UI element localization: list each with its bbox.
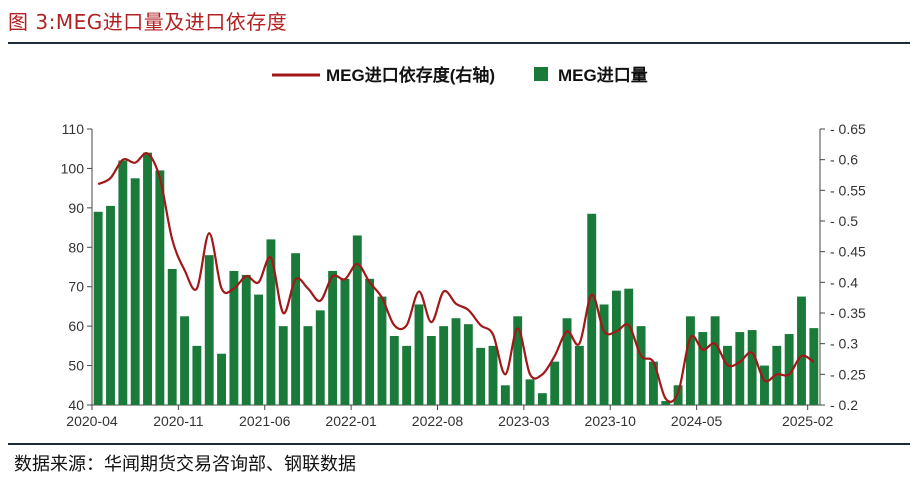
- bar: [611, 290, 621, 405]
- bar: [217, 353, 227, 405]
- bar: [155, 170, 165, 405]
- bar: [723, 345, 732, 405]
- bar: [710, 316, 720, 405]
- bar: [599, 304, 609, 405]
- bar: [698, 332, 708, 405]
- bar: [562, 318, 572, 405]
- left-axis-tick-label: 110: [62, 121, 85, 137]
- chart-legend: MEG进口依存度(右轴) MEG进口量: [272, 65, 648, 85]
- bar: [402, 345, 412, 405]
- x-axis-tick-label: 2025-02: [782, 413, 834, 429]
- right-axis-tick-label: - 0.5: [830, 213, 858, 229]
- bar: [143, 152, 152, 405]
- bar: [488, 345, 498, 405]
- bar: [254, 294, 264, 405]
- right-axis-tick-label: - 0.6: [830, 152, 858, 168]
- right-axis-tick-label: - 0.25: [830, 366, 866, 382]
- bar: [426, 336, 436, 405]
- bar: [93, 211, 103, 405]
- bar: [587, 213, 597, 405]
- left-axis-tick-label: 90: [68, 200, 84, 216]
- title-divider: [8, 42, 910, 44]
- bar: [784, 334, 794, 405]
- x-axis-tick-label: 2021-06: [239, 413, 291, 429]
- x-axis-tick-label: 2020-04: [66, 413, 118, 429]
- bar: [118, 160, 128, 405]
- dependency-ratio-line: [97, 152, 815, 403]
- left-axis-tick-label: 40: [68, 397, 84, 413]
- bar: [389, 336, 399, 405]
- left-axis-tick-label: 50: [68, 358, 84, 374]
- bar: [451, 318, 461, 405]
- bar: [513, 316, 523, 405]
- bar: [266, 239, 276, 405]
- chart: MEG进口依存度(右轴) MEG进口量 40 50 60 70 80 90 100 110 - …: [61, 65, 866, 429]
- bar: [365, 278, 375, 405]
- bar: [414, 304, 424, 405]
- right-axis-tick-label: - 0.4: [830, 274, 858, 290]
- bar: [229, 270, 239, 405]
- x-axis-tick-label: 2022-08: [412, 413, 464, 429]
- x-axis-tick-label: 2023-10: [585, 413, 637, 429]
- x-axis-tick-label: 2022-01: [325, 413, 377, 429]
- x-axis-tick-label: 2023-03: [498, 413, 550, 429]
- left-axis-tick-label: 80: [68, 239, 84, 255]
- left-axis-tick-label: 100: [61, 160, 85, 176]
- bar: [192, 345, 202, 405]
- bar: [328, 270, 338, 405]
- bar: [525, 379, 535, 405]
- bar: [130, 178, 140, 405]
- bar: [439, 326, 449, 405]
- bar: [315, 310, 325, 405]
- bar: [648, 361, 658, 405]
- bar: [180, 316, 189, 405]
- bar: [797, 296, 806, 405]
- right-axis-tick-label: - 0.65: [830, 121, 866, 137]
- right-axis-tick-label: - 0.45: [830, 244, 866, 260]
- bar: [377, 296, 387, 405]
- x-axis-tick-label: 2020-11: [153, 413, 204, 429]
- bar: [735, 332, 745, 405]
- bar: [747, 330, 757, 405]
- line-series: [97, 152, 815, 403]
- chart-axes: 40 50 60 70 80 90 100 110 - 0.2 - 0.25 - 0.3 - 0.35…: [61, 121, 866, 429]
- bar: [685, 316, 695, 405]
- bar: [106, 205, 115, 405]
- bar: [291, 253, 301, 405]
- right-axis-tick-label: - 0.55: [830, 182, 866, 198]
- x-axis-tick-label: 2024-05: [671, 413, 723, 429]
- data-source-note: 数据来源：华闻期货交易咨询部、钢联数据: [14, 454, 356, 475]
- bar: [760, 365, 769, 405]
- bar: [624, 288, 634, 405]
- bar: [352, 235, 362, 405]
- bar: [167, 268, 177, 405]
- bar: [204, 255, 214, 405]
- legend-line-label: MEG进口依存度(右轴): [326, 65, 495, 85]
- bar: [476, 347, 486, 405]
- bar: [550, 361, 560, 405]
- right-axis-tick-label: - 0.3: [830, 336, 858, 352]
- bar: [500, 385, 510, 405]
- right-axis-tick-label: - 0.35: [830, 305, 866, 321]
- bar: [574, 345, 584, 405]
- legend-bar-swatch: [534, 67, 548, 81]
- left-axis-tick-label: 60: [68, 318, 84, 334]
- bar: [278, 326, 288, 405]
- bar: [340, 278, 350, 405]
- bar: [463, 324, 473, 405]
- legend-bar-label: MEG进口量: [558, 65, 648, 85]
- bar: [661, 401, 671, 405]
- left-axis-tick-label: 70: [68, 279, 84, 295]
- bar: [537, 393, 547, 405]
- bar: [636, 326, 646, 405]
- bar: [809, 328, 819, 405]
- bar-series: [93, 152, 819, 405]
- footer-divider: [8, 443, 910, 445]
- chart-title: 图 3:MEG进口量及进口依存度: [8, 10, 288, 34]
- bar: [303, 326, 313, 405]
- bar: [241, 274, 251, 405]
- right-axis-tick-label: - 0.2: [830, 397, 858, 413]
